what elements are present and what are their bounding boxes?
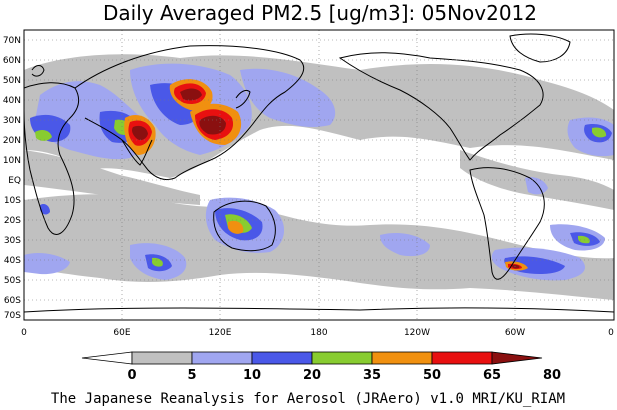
lon-axis-labels: 0 60E 120E 180 120W 60W 0: [21, 328, 614, 338]
coastlines: [24, 33, 614, 313]
pm25-level-above-80: [132, 88, 520, 269]
colorbar-label: 80: [543, 368, 561, 383]
lat-label: 20S: [4, 216, 21, 226]
lat-label: 10S: [4, 196, 21, 206]
lon-label: 120E: [209, 328, 232, 338]
lat-label: 30S: [4, 236, 21, 246]
colorbar-swatch: [81, 351, 133, 365]
lat-label: EQ: [8, 176, 21, 186]
colorbar-label: 50: [423, 368, 441, 383]
map-panel: [24, 30, 614, 320]
lon-gridlines: [121, 30, 516, 320]
lat-label: 10N: [3, 156, 21, 166]
lon-label: 60E: [113, 328, 130, 338]
colorbar: 0 5 10 20 35 50 65 80: [81, 351, 561, 383]
lat-label: 70S: [4, 311, 21, 321]
colorbar-swatch: [491, 351, 543, 365]
colorbar-label: 35: [363, 368, 381, 383]
footer-credit: The Japanese Reanalysis for Aerosol (JRA…: [51, 391, 565, 407]
lat-label: 60N: [3, 56, 21, 66]
map-frame: [23, 29, 615, 321]
lon-label: 180: [310, 328, 327, 338]
colorbar-label: 0: [127, 368, 136, 383]
colorbar-label: 65: [483, 368, 501, 383]
lat-label: 50N: [3, 76, 21, 86]
colorbar-label: 20: [303, 368, 321, 383]
colorbar-swatch: [251, 351, 313, 365]
colorbar-swatch: [191, 351, 253, 365]
colorbar-swatch: [371, 351, 433, 365]
lat-label: 30N: [3, 116, 21, 126]
lon-label: 0: [608, 328, 614, 338]
colorbar-swatch: [311, 351, 373, 365]
lon-label: 120W: [404, 328, 430, 338]
colorbar-swatch: [131, 351, 193, 365]
colorbar-label: 5: [187, 368, 196, 383]
lat-label: 40N: [3, 96, 21, 106]
lat-label: 20N: [3, 136, 21, 146]
lat-label: 40S: [4, 256, 21, 266]
lat-label: 60S: [4, 296, 21, 306]
lat-axis-labels: 70N 60N 50N 40N 30N 20N 10N EQ 10S 20S 3…: [3, 36, 21, 321]
lat-label: 70N: [3, 36, 21, 46]
colorbar-swatch: [431, 351, 493, 365]
map-title: Daily Averaged PM2.5 [ug/m3]: 05Nov2012: [103, 1, 537, 25]
lat-label: 50S: [4, 276, 21, 286]
lon-label: 0: [21, 328, 27, 338]
lon-label: 60W: [505, 328, 525, 338]
colorbar-label: 10: [243, 368, 261, 383]
